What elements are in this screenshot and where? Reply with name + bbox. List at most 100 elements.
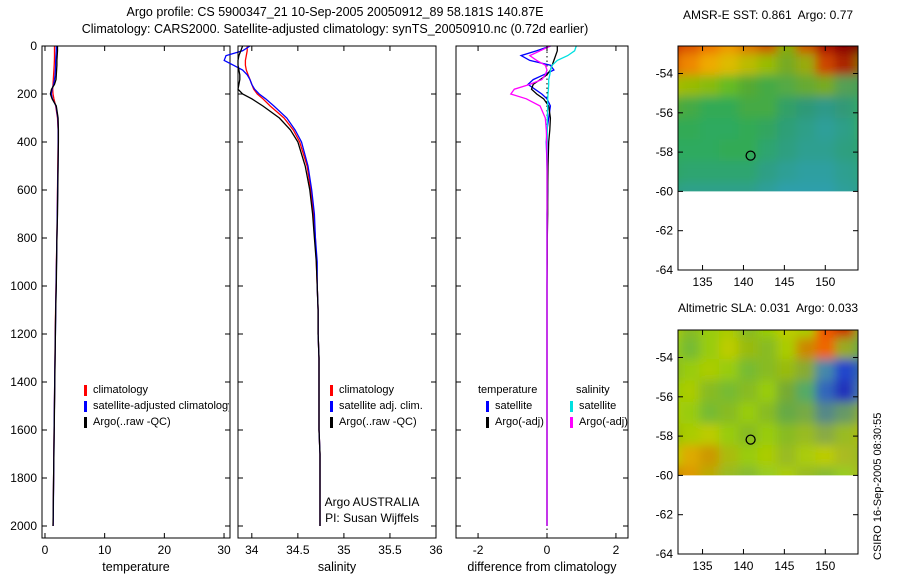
difference-axis-label: difference from climatology [467, 560, 617, 574]
salinity-legend: climatology satellite adj. clim. Argo(..… [330, 382, 440, 430]
legend-label: satellite adj. clim. [339, 400, 423, 412]
svg-text:-64: -64 [656, 263, 674, 277]
sst-map-argo-position-marker [745, 150, 756, 161]
svg-text:35.5: 35.5 [378, 543, 402, 557]
svg-text:30: 30 [217, 543, 231, 557]
difference-legend-salinity-column: salinity satellite Argo(-adj) [564, 382, 652, 430]
svg-text:600: 600 [17, 183, 37, 197]
legend-item: climatology [330, 382, 440, 398]
svg-text:35: 35 [337, 543, 351, 557]
svg-text:135: 135 [693, 275, 713, 289]
legend-item: Argo(-adj) [570, 414, 652, 430]
legend-marker [330, 416, 333, 428]
sla-map-argo-position-marker [745, 434, 756, 445]
sla-map-title: Altimetric SLA: 0.031 Argo: 0.033 [677, 301, 859, 315]
svg-text:-58: -58 [656, 429, 674, 443]
legend-marker [84, 384, 87, 396]
svg-text:0: 0 [42, 543, 49, 557]
legend-label: satellite [495, 400, 533, 412]
difference-profile-series-temperature-argo-adj- [530, 46, 558, 526]
svg-text:135: 135 [693, 559, 713, 573]
legend-item: Argo(-adj) [486, 414, 566, 430]
legend-marker [84, 416, 87, 428]
salinity-profile-series-climatology [244, 46, 321, 526]
legend-label: climatology [93, 384, 149, 396]
figure-title-line1: Argo profile: CS 5900347_21 10-Sep-2005 … [126, 5, 544, 19]
legend-item: satellite adj. clim. [330, 398, 440, 414]
csiro-watermark: CSIRO 16-Sep-2005 08:30:55 [872, 412, 884, 560]
temperature-profile-series-satellite-adjusted-climatology [50, 46, 59, 527]
legend-item: satellite [570, 398, 652, 414]
svg-text:36: 36 [429, 543, 443, 557]
svg-text:1600: 1600 [10, 423, 37, 437]
svg-text:140: 140 [733, 559, 753, 573]
legend-marker [570, 400, 573, 412]
sst-map-field [678, 46, 858, 192]
svg-text:34: 34 [245, 543, 259, 557]
legend-marker [486, 416, 489, 428]
sst-map-title: AMSR-E SST: 0.861 Argo: 0.77 [682, 8, 854, 22]
svg-text:145: 145 [774, 275, 794, 289]
svg-text:-64: -64 [656, 547, 674, 561]
legend-label: satellite-adjusted climatology [93, 400, 229, 412]
salinity-profile-series-argo-raw-qc- [237, 45, 321, 526]
legend-item: climatology [84, 382, 229, 398]
svg-text:-62: -62 [656, 508, 674, 522]
sst-map-axes: 135 140 145 150 -54 -56 -58 -60 -62 -64 [656, 45, 859, 289]
legend-item: Argo(..raw -QC) [84, 414, 229, 430]
svg-text:10: 10 [98, 543, 112, 557]
svg-text:-62: -62 [656, 224, 674, 238]
svg-text:200: 200 [17, 87, 37, 101]
svg-text:1800: 1800 [10, 471, 37, 485]
argo-australia-line: Argo AUSTRALIA [324, 495, 420, 509]
legend-label: Argo(..raw -QC) [93, 416, 171, 428]
svg-text:-2: -2 [473, 543, 484, 557]
legend-marker [486, 400, 489, 412]
legend-item: satellite [486, 398, 566, 414]
argo-australia-note: Argo AUSTRALIA PI: Susan Wijffels [272, 494, 472, 526]
svg-text:1400: 1400 [10, 375, 37, 389]
legend-label: Argo(..raw -QC) [339, 416, 417, 428]
difference-profile-series-salinity-argo-adj- [509, 45, 551, 526]
sla-map-field [678, 330, 858, 476]
temperature-profile-series-argo-raw-qc- [49, 46, 60, 527]
legend-label: Argo(-adj) [579, 416, 628, 428]
legend-marker [330, 384, 333, 396]
svg-text:150: 150 [815, 559, 835, 573]
svg-text:34.5: 34.5 [286, 543, 310, 557]
difference-legend-temperature-column: temperature satellite Argo(-adj) [478, 382, 566, 430]
svg-text:0: 0 [30, 39, 37, 53]
svg-text:2000: 2000 [10, 519, 37, 533]
svg-text:-54: -54 [656, 67, 674, 81]
legend-marker [330, 400, 333, 412]
svg-text:-60: -60 [656, 468, 674, 482]
svg-text:20: 20 [158, 543, 172, 557]
svg-text:-58: -58 [656, 145, 674, 159]
svg-text:150: 150 [815, 275, 835, 289]
difference-profile-series-salinity-satellite [546, 45, 577, 526]
pi-line: PI: Susan Wijffels [325, 511, 419, 525]
legend-marker [84, 400, 87, 412]
legend-label: climatology [339, 384, 395, 396]
svg-text:-56: -56 [656, 106, 674, 120]
svg-text:2: 2 [613, 543, 620, 557]
svg-text:1200: 1200 [10, 327, 37, 341]
svg-text:145: 145 [774, 559, 794, 573]
legend-item: satellite-adjusted climatology [84, 398, 229, 414]
difference-profile-axes: -2 0 2 [455, 45, 629, 557]
legend-marker [570, 416, 573, 428]
temperature-legend: climatology satellite-adjusted climatolo… [84, 382, 229, 430]
salinity-axis-label: salinity [317, 560, 357, 574]
legend-label: satellite [579, 400, 617, 412]
sla-map-axes: 135 140 145 150 -54 -56 -58 -60 -62 -64 [656, 329, 859, 573]
legend-label: Argo(-adj) [495, 416, 544, 428]
svg-text:-56: -56 [656, 390, 674, 404]
svg-text:-60: -60 [656, 184, 674, 198]
svg-text:400: 400 [17, 135, 37, 149]
svg-text:140: 140 [733, 275, 753, 289]
salinity-profile-axes: 34 34.5 35 35.5 36 [237, 45, 443, 557]
legend-item: Argo(..raw -QC) [330, 414, 440, 430]
legend-column-header: salinity [576, 384, 610, 396]
svg-text:800: 800 [17, 231, 37, 245]
